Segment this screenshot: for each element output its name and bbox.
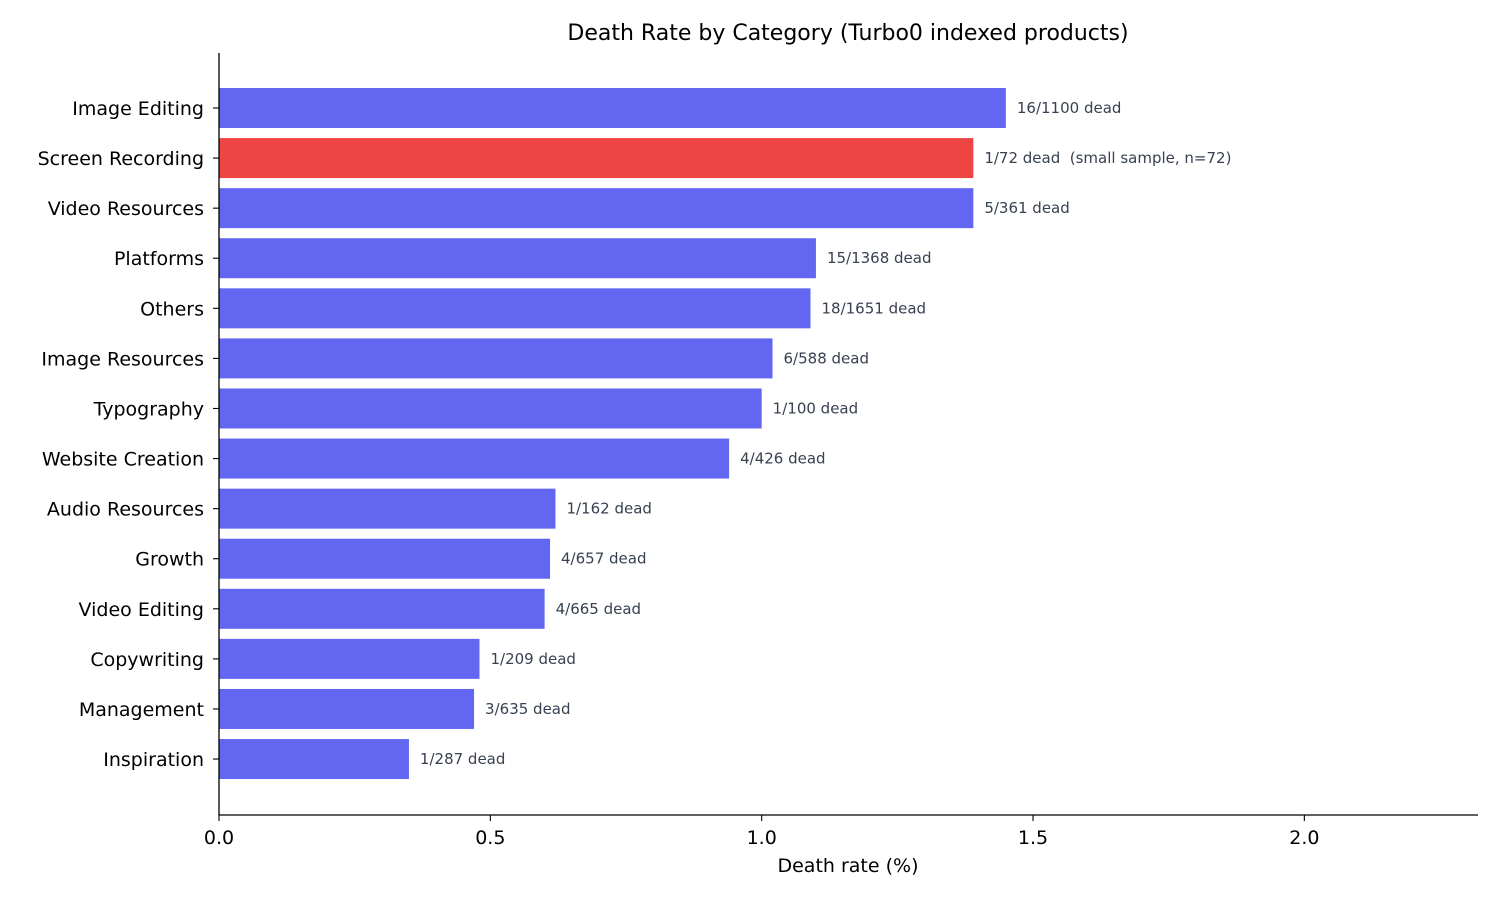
bar bbox=[219, 238, 816, 279]
bar bbox=[219, 739, 409, 780]
bar bbox=[219, 638, 480, 679]
x-tick-label: 2.0 bbox=[1289, 827, 1319, 849]
bar-data-label: 4/426 dead bbox=[740, 450, 825, 468]
category-label: Platforms bbox=[114, 248, 204, 270]
bar bbox=[219, 588, 545, 629]
category-label: Video Resources bbox=[48, 198, 204, 220]
category-label: Inspiration bbox=[103, 749, 204, 771]
bar bbox=[219, 188, 974, 229]
bar-data-label: 16/1100 dead bbox=[1017, 99, 1122, 117]
bar-data-label: 1/162 dead bbox=[566, 500, 651, 518]
bar-data-label: 5/361 dead bbox=[984, 199, 1069, 217]
bar bbox=[219, 488, 556, 529]
category-label: Video Editing bbox=[79, 599, 204, 621]
bar-data-label: 18/1651 dead bbox=[822, 299, 927, 317]
x-tick-label: 1.5 bbox=[1018, 827, 1048, 849]
category-label: Typography bbox=[93, 398, 204, 420]
bar-data-label: 6/588 dead bbox=[784, 349, 869, 367]
bars-group bbox=[219, 88, 1006, 780]
category-label: Growth bbox=[135, 549, 204, 571]
x-axis-label: Death rate (%) bbox=[777, 855, 918, 877]
category-label: Website Creation bbox=[42, 449, 204, 471]
bar-data-label: 15/1368 dead bbox=[827, 249, 932, 267]
bar bbox=[219, 538, 551, 579]
x-tick-label: 0.5 bbox=[475, 827, 505, 849]
bar bbox=[219, 388, 762, 429]
bar-data-label: 1/100 dead bbox=[773, 399, 858, 417]
category-label: Image Editing bbox=[72, 98, 204, 120]
data-labels: 16/1100 dead 1/72 dead (small sample, n=7… bbox=[420, 99, 1232, 768]
bar bbox=[219, 688, 475, 729]
x-tick-label: 1.0 bbox=[747, 827, 777, 849]
chart-title: Death Rate by Category (Turbo0 indexed p… bbox=[567, 21, 1128, 46]
bar bbox=[219, 288, 811, 329]
bar bbox=[219, 88, 1006, 128]
x-tick-label: 0.0 bbox=[204, 827, 234, 849]
bar-data-label: 1/287 dead bbox=[420, 750, 505, 768]
bar bbox=[219, 438, 730, 479]
category-label: Screen Recording bbox=[38, 148, 204, 170]
category-label: Others bbox=[140, 298, 204, 320]
category-labels: Image Editing Screen Recording Video Resou… bbox=[38, 98, 204, 771]
bar-data-label: 1/209 dead bbox=[490, 650, 575, 668]
category-label: Copywriting bbox=[90, 649, 204, 671]
category-label: Image Resources bbox=[41, 348, 204, 370]
bar-data-label: 4/665 dead bbox=[556, 600, 641, 618]
category-label: Audio Resources bbox=[47, 499, 204, 521]
bar-data-label: 1/72 dead (small sample, n=72) bbox=[984, 149, 1231, 167]
bar bbox=[219, 338, 773, 379]
x-ticks: 0.0 0.5 1.0 1.5 2.0 bbox=[204, 107, 1319, 849]
bar-data-label: 4/657 dead bbox=[561, 550, 646, 568]
category-label: Management bbox=[79, 699, 204, 721]
bar-data-label: 3/635 dead bbox=[485, 700, 570, 718]
bar bbox=[219, 138, 974, 179]
